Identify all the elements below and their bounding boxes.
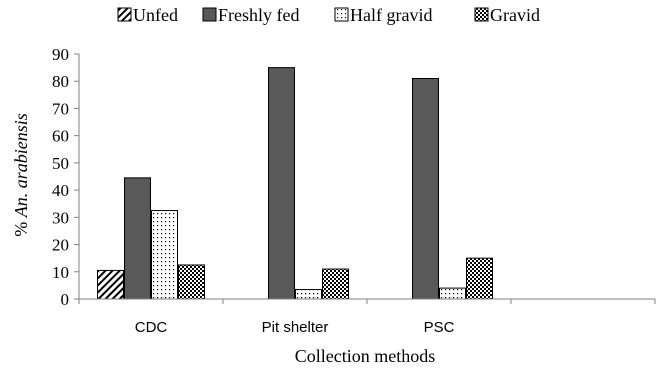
y-tick-label-80: 80 [52, 72, 69, 91]
bar-half-gravid-cdc [151, 210, 178, 300]
legend-label-unfed: Unfed [133, 5, 178, 25]
x-axis-categories: CDC Pit shelter PSC [135, 319, 455, 336]
y-tick-label-10: 10 [52, 263, 69, 282]
bar-unfed-cdc [97, 269, 124, 300]
plot-area [78, 54, 656, 304]
legend-swatch-unfed [117, 7, 132, 22]
x-axis-title: Collection methods [295, 346, 435, 366]
y-axis-ticks: 0 10 20 30 40 50 60 70 80 90 [52, 45, 79, 309]
y-tick-label-0: 0 [61, 290, 70, 309]
x-tick-label-pit-shelter: Pit shelter [262, 319, 329, 336]
legend-label-gravid: Gravid [490, 5, 540, 25]
y-tick-label-50: 50 [52, 154, 69, 173]
bar-freshly-fed-psc [412, 78, 439, 300]
bar-half-gravid-pit-shelter [295, 288, 322, 300]
y-axis-title: % An. arabiensis [11, 113, 31, 237]
bar-half-gravid-psc [439, 287, 466, 300]
bar-gravid-cdc [178, 264, 205, 300]
y-tick-label-30: 30 [52, 208, 69, 227]
y-axis-title-prefix: % [11, 217, 31, 237]
x-tick-label-cdc: CDC [135, 319, 168, 336]
legend-swatch-freshly-fed [202, 7, 217, 22]
legend: Unfed Freshly fed Half gravid Gravid [117, 5, 540, 25]
y-tick-label-90: 90 [52, 45, 69, 64]
y-axis-title-italic: An. arabiensis [11, 113, 31, 218]
legend-label-half-gravid: Half gravid [350, 5, 432, 25]
y-tick-label-60: 60 [52, 127, 69, 146]
y-tick-label-70: 70 [52, 99, 69, 118]
x-tick-label-psc: PSC [424, 319, 455, 336]
y-tick-label-20: 20 [52, 236, 69, 255]
bar-gravid-pit-shelter [322, 268, 349, 300]
legend-label-freshly-fed: Freshly fed [218, 5, 299, 25]
y-tick-label-40: 40 [52, 181, 69, 200]
legend-swatch-half-gravid [334, 7, 349, 22]
legend-swatch-gravid [474, 7, 489, 22]
bar-freshly-fed-pit-shelter [268, 67, 295, 300]
bar-gravid-psc [466, 257, 493, 300]
bar-freshly-fed-cdc [124, 177, 151, 300]
